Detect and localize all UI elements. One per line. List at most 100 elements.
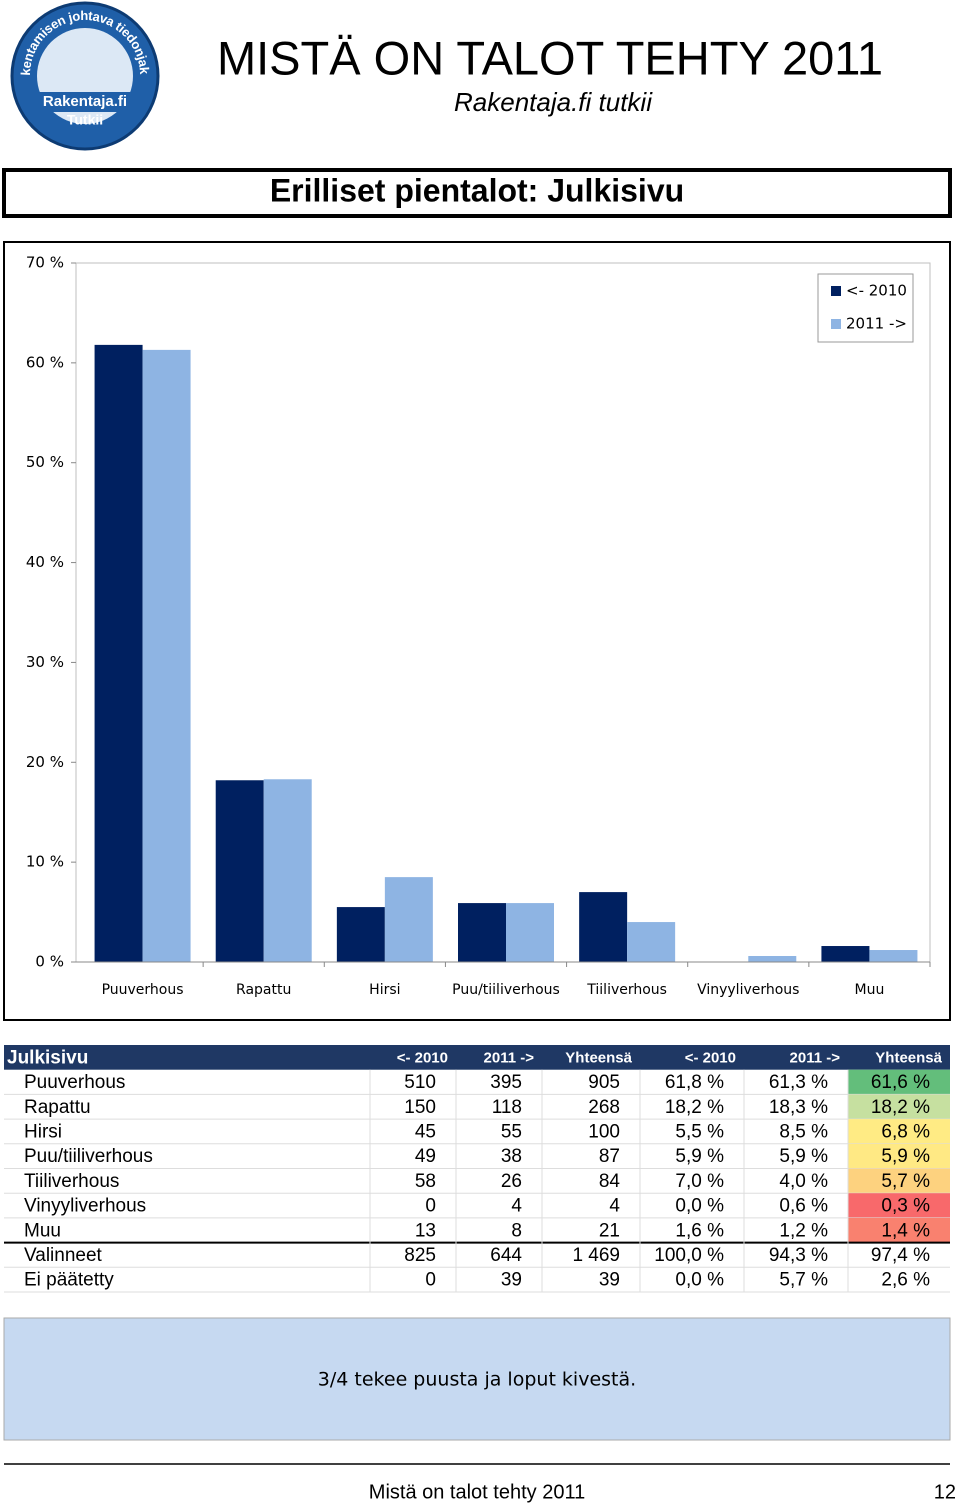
table-cell: 18,2 %	[665, 1097, 724, 1118]
x-tick-label: Hirsi	[369, 982, 400, 998]
table-cell: Tiiliverhous	[24, 1171, 119, 1192]
bar	[627, 922, 676, 962]
table-cell: 26	[501, 1171, 522, 1192]
table-cell: 510	[404, 1072, 436, 1093]
table-cell: 395	[490, 1072, 522, 1093]
table-cell: 644	[490, 1245, 522, 1266]
bar	[458, 903, 506, 962]
y-tick-label: 0 %	[35, 953, 64, 971]
bar	[215, 780, 264, 962]
table-cell: 905	[588, 1072, 620, 1093]
table-header: Yhteensä	[565, 1049, 632, 1066]
table-cell: 18,2 %	[871, 1097, 930, 1118]
table-cell: Hirsi	[24, 1121, 62, 1142]
highlight-cell	[848, 1119, 950, 1144]
legend-swatch	[831, 286, 841, 296]
table-header-bg	[4, 1045, 950, 1070]
table-cell: 13	[415, 1220, 436, 1241]
table-cell: 2,6 %	[881, 1270, 930, 1291]
x-tick-label: Puu/tiiliverhous	[452, 982, 560, 998]
y-tick-label: 60 %	[26, 353, 64, 371]
table-header: 2011 ->	[790, 1049, 841, 1066]
table-cell: 7,0 %	[675, 1171, 724, 1192]
page-number: 12	[934, 1481, 956, 1503]
table-cell: 38	[501, 1146, 522, 1167]
table-cell: 0	[425, 1270, 436, 1291]
table-cell: 0,6 %	[779, 1196, 828, 1217]
table-cell: 1,2 %	[779, 1220, 828, 1241]
table-cell: Puu/tiiliverhous	[24, 1146, 153, 1167]
bar	[506, 903, 554, 962]
legend-swatch	[831, 319, 841, 329]
bar	[336, 907, 385, 962]
y-tick-label: 70 %	[26, 254, 64, 272]
table-cell: 61,3 %	[769, 1072, 828, 1093]
page-title: MISTÄ ON TALOT TEHTY 2011	[217, 31, 883, 84]
table-cell: 18,3 %	[769, 1097, 828, 1118]
y-tick-label: 20 %	[26, 753, 64, 771]
highlight-cell	[848, 1168, 950, 1194]
table-cell: 1,6 %	[675, 1220, 724, 1241]
logo-band	[38, 92, 132, 112]
table-cell: 87	[599, 1146, 620, 1167]
table-cell: 61,6 %	[871, 1072, 930, 1093]
table-cell: 268	[588, 1097, 620, 1118]
table-cell: 39	[501, 1270, 522, 1291]
table-header: 2011 ->	[484, 1049, 535, 1066]
table-cell: 5,9 %	[881, 1146, 930, 1167]
footer-text: Mistä on talot tehty 2011	[369, 1481, 585, 1503]
table-cell: 5,7 %	[779, 1270, 828, 1291]
highlight-cell	[848, 1143, 950, 1169]
table-cell: 4,0 %	[779, 1171, 828, 1192]
table-cell: 45	[415, 1121, 436, 1142]
x-tick-label: Tiiliverhous	[586, 982, 667, 998]
table-cell: 21	[599, 1220, 620, 1241]
table-cell: Rapattu	[24, 1097, 91, 1118]
highlight-cell	[848, 1193, 950, 1218]
table-cell: 5,9 %	[675, 1146, 724, 1167]
y-tick-label: 40 %	[26, 553, 64, 571]
legend-box	[817, 273, 914, 343]
section-box	[2, 168, 952, 218]
table-cell: Vinyyliverhous	[24, 1196, 146, 1217]
y-tick-label: 50 %	[26, 453, 64, 471]
table-cell: Valinneet	[24, 1245, 103, 1266]
table-cell: 6,8 %	[881, 1121, 930, 1142]
x-tick-label: Puuverhous	[102, 982, 184, 998]
table-cell: 39	[599, 1270, 620, 1291]
bar	[263, 779, 312, 962]
logo-tag: Tutkii	[67, 112, 103, 128]
table-cell: 5,5 %	[675, 1121, 724, 1142]
table-cell: 1 469	[572, 1245, 620, 1266]
table-cell: 4	[511, 1196, 522, 1217]
bar	[821, 946, 870, 962]
legend-label: <- 2010	[846, 282, 907, 300]
legend-label: 2011 ->	[846, 315, 907, 333]
table-cell: Ei päätetty	[24, 1270, 114, 1291]
y-tick-label: 30 %	[26, 653, 64, 671]
table-cell: Muu	[24, 1220, 61, 1241]
bar	[869, 950, 918, 962]
table-cell: 5,7 %	[881, 1171, 930, 1192]
bar	[384, 877, 433, 962]
note-box	[3, 1317, 951, 1441]
table-cell: 1,4 %	[881, 1220, 930, 1241]
table-header: Yhteensä	[875, 1049, 942, 1066]
table-header: <- 2010	[397, 1049, 448, 1066]
logo-name: Rakentaja.fi	[43, 93, 127, 110]
table-header: <- 2010	[685, 1049, 736, 1066]
bar	[94, 344, 143, 963]
table-cell: 8	[511, 1220, 522, 1241]
table-cell: 5,9 %	[779, 1146, 828, 1167]
table-cell: 97,4 %	[871, 1245, 930, 1266]
table-cell: 94,3 %	[769, 1245, 828, 1266]
table-cell: 8,5 %	[779, 1121, 828, 1142]
table-header: Julkisivu	[7, 1047, 88, 1068]
table-cell: Puuverhous	[24, 1072, 125, 1093]
table-cell: 0,3 %	[881, 1196, 930, 1217]
table-cell: 0	[425, 1196, 436, 1217]
bar	[748, 956, 797, 962]
table-cell: 0,0 %	[675, 1196, 724, 1217]
page-subtitle: Rakentaja.fi tutkii	[454, 87, 653, 117]
